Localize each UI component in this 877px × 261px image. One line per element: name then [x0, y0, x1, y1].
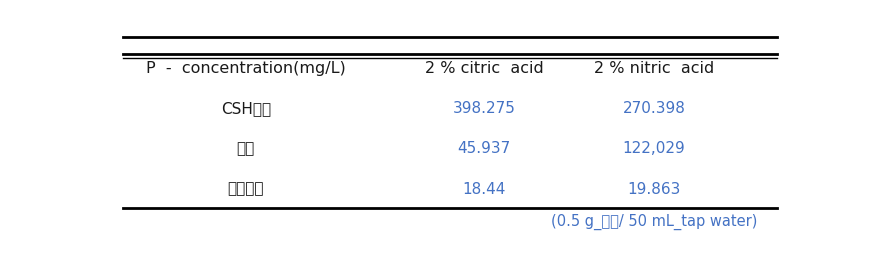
- Text: 복합비료: 복합비료: [227, 182, 264, 197]
- Text: 270.398: 270.398: [622, 101, 685, 116]
- Text: 18.44: 18.44: [462, 182, 505, 197]
- Text: CSH비료: CSH비료: [220, 101, 271, 116]
- Text: 45.937: 45.937: [457, 141, 510, 156]
- Text: 퇴비: 퇴비: [237, 141, 254, 156]
- Text: (0.5 g_비료/ 50 mL_tap water): (0.5 g_비료/ 50 mL_tap water): [550, 214, 757, 230]
- Text: 398.275: 398.275: [452, 101, 515, 116]
- Text: P  -  concentration(mg/L): P - concentration(mg/L): [146, 61, 346, 76]
- Text: 19.863: 19.863: [627, 182, 680, 197]
- Text: 2 % nitric  acid: 2 % nitric acid: [594, 61, 713, 76]
- Text: 122,029: 122,029: [622, 141, 685, 156]
- Text: 2 % citric  acid: 2 % citric acid: [424, 61, 543, 76]
